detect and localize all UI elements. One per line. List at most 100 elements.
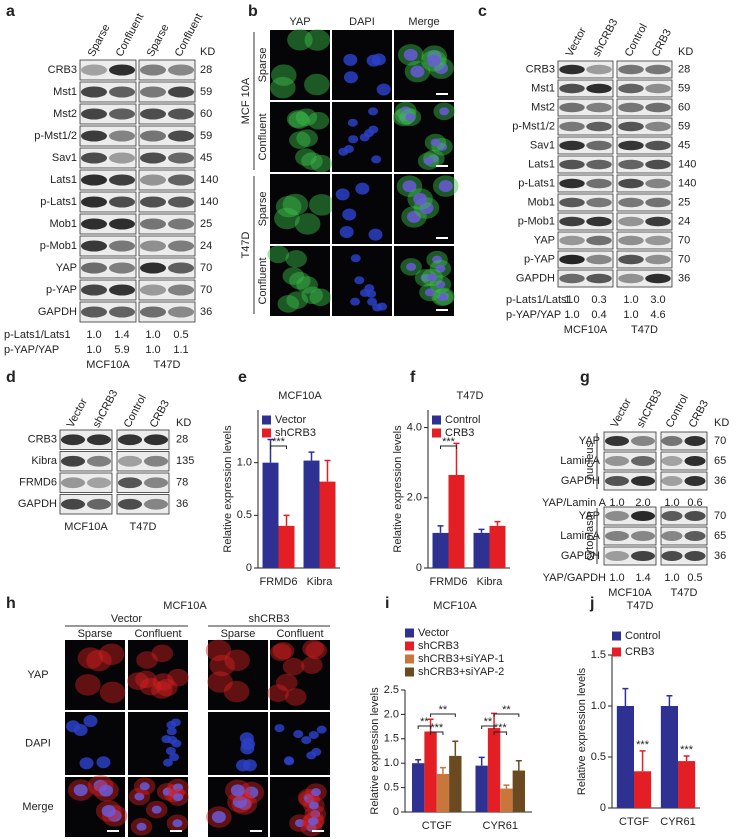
bar — [678, 761, 696, 808]
significance: *** — [430, 722, 444, 734]
cell-signal — [139, 677, 162, 696]
kd-label: 135 — [176, 455, 194, 467]
cell-signal — [289, 131, 311, 149]
bar — [449, 755, 462, 812]
blot-band — [109, 284, 135, 296]
nucleus — [377, 302, 388, 311]
nucleus — [173, 783, 184, 792]
bar — [473, 532, 490, 568]
blot-band — [605, 551, 629, 561]
blot-band — [168, 196, 194, 208]
nucleus — [435, 264, 446, 273]
blot-band — [586, 64, 612, 75]
cell-signal — [271, 64, 297, 86]
bar — [432, 532, 449, 568]
kd-label: 140 — [678, 177, 696, 189]
nucleus — [167, 735, 178, 744]
blot-band — [605, 456, 629, 466]
blot-band — [81, 284, 107, 296]
blot-band — [645, 273, 671, 284]
legend-label: CRB3 — [625, 646, 654, 658]
blot-band — [559, 121, 585, 132]
blot-band — [168, 218, 194, 230]
channel-label: YAP — [27, 669, 48, 681]
kd-label: 28 — [200, 64, 212, 76]
micrograph — [65, 640, 125, 710]
blot-band — [618, 235, 644, 246]
cell-signal — [288, 111, 310, 129]
blot-band — [684, 436, 706, 446]
cell-signal — [296, 276, 318, 294]
blot-band — [684, 551, 706, 561]
nucleus — [139, 782, 150, 791]
cell-signal — [152, 673, 175, 691]
y-tick-label: 1.0 — [237, 457, 252, 469]
nucleus — [355, 182, 370, 195]
ratio-label: p-YAP/YAP — [506, 309, 561, 321]
panel-letter: h — [6, 595, 16, 612]
blot-band — [559, 64, 585, 75]
cell-signal — [75, 674, 101, 696]
ratio-value: 2.0 — [635, 497, 650, 509]
protein-label: Lats1 — [50, 174, 77, 186]
ratio-value: 5.9 — [114, 344, 129, 356]
micrograph — [128, 640, 188, 710]
blot-band — [645, 254, 671, 265]
nucleus — [308, 817, 319, 826]
ratio-value: 3.0 — [650, 294, 665, 306]
protein-label: Lats1 — [528, 158, 555, 170]
blot-band — [586, 140, 612, 151]
nucleus — [162, 758, 173, 767]
cell-signal — [86, 649, 112, 672]
panel-letter: e — [238, 369, 247, 386]
blot-band — [109, 152, 135, 164]
blot-band — [618, 273, 644, 284]
error-bar — [515, 760, 522, 771]
condition-label: Confluent — [257, 113, 269, 160]
error-bar — [639, 750, 646, 772]
protein-label: YAP — [56, 262, 77, 274]
nucleus — [368, 107, 379, 116]
group-label: MCF10A — [86, 359, 130, 371]
blot-band — [586, 102, 612, 113]
cell-signal — [301, 286, 323, 305]
nucleus — [410, 65, 425, 78]
chart-title: T47D — [457, 390, 484, 402]
blot-band — [168, 262, 194, 274]
nucleus — [423, 157, 434, 166]
error-bar — [622, 687, 629, 706]
protein-label: YAP — [579, 435, 600, 447]
lane-label: Vector — [65, 396, 90, 429]
kd-label: 59 — [678, 120, 690, 132]
blot-band — [140, 152, 166, 164]
nucleus — [172, 819, 183, 828]
blot-band — [109, 174, 135, 186]
cell-signal — [296, 129, 318, 147]
nucleus — [284, 757, 295, 766]
ratio-value: 1.0 — [664, 572, 679, 584]
kd-label: 45 — [678, 139, 690, 151]
panel-letter: b — [248, 3, 258, 20]
blot-band — [61, 477, 85, 489]
protein-label: Mst1 — [531, 82, 555, 94]
kd-label: 140 — [200, 174, 218, 186]
blot-band — [81, 240, 107, 252]
ratio-label: YAP/GAPDH — [543, 572, 606, 584]
blot-band — [559, 140, 585, 151]
blot-band — [168, 174, 194, 186]
protein-label: CRB3 — [526, 63, 555, 75]
lane-label: CRB3 — [687, 398, 711, 430]
blot-band — [661, 551, 683, 561]
blot-band — [684, 531, 706, 541]
cell-signal — [284, 688, 307, 706]
cell-signal — [304, 73, 330, 96]
blot-band — [144, 498, 168, 510]
protein-label: p-Mst1/2 — [34, 130, 77, 142]
blot-band — [81, 152, 107, 164]
blot-band — [109, 108, 135, 120]
protein-label: GAPDH — [561, 550, 600, 562]
error-bar — [503, 784, 510, 789]
blot-band — [586, 83, 612, 94]
protein-label: Mob1 — [49, 218, 77, 230]
